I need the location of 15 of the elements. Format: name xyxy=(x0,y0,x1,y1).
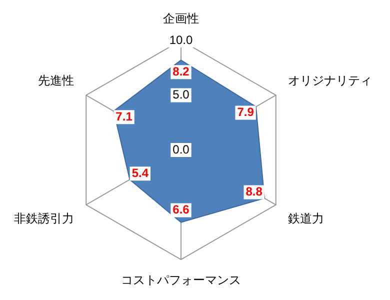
spoke-label: 鉄道力 xyxy=(288,211,324,226)
data-label: 6.6 xyxy=(172,202,190,217)
data-label: 8.8 xyxy=(246,184,263,199)
y-tick-label: 0.0 xyxy=(172,142,190,156)
data-label: 5.4 xyxy=(132,166,149,180)
spoke-label: 先進性 xyxy=(38,73,74,88)
spoke-label: コストパフォーマンス xyxy=(121,273,241,288)
y-tick-label: 5.0 xyxy=(172,88,190,102)
data-label: 7.9 xyxy=(237,105,254,120)
spoke-label: 非鉄誘引力 xyxy=(14,211,74,226)
spoke-label: オリジナリティ xyxy=(288,73,372,88)
spoke-label: 企画性 xyxy=(163,12,199,26)
data-label: 7.1 xyxy=(116,109,133,124)
data-label: 8.2 xyxy=(172,64,190,78)
y-tick-label: 10.0 xyxy=(169,32,193,47)
